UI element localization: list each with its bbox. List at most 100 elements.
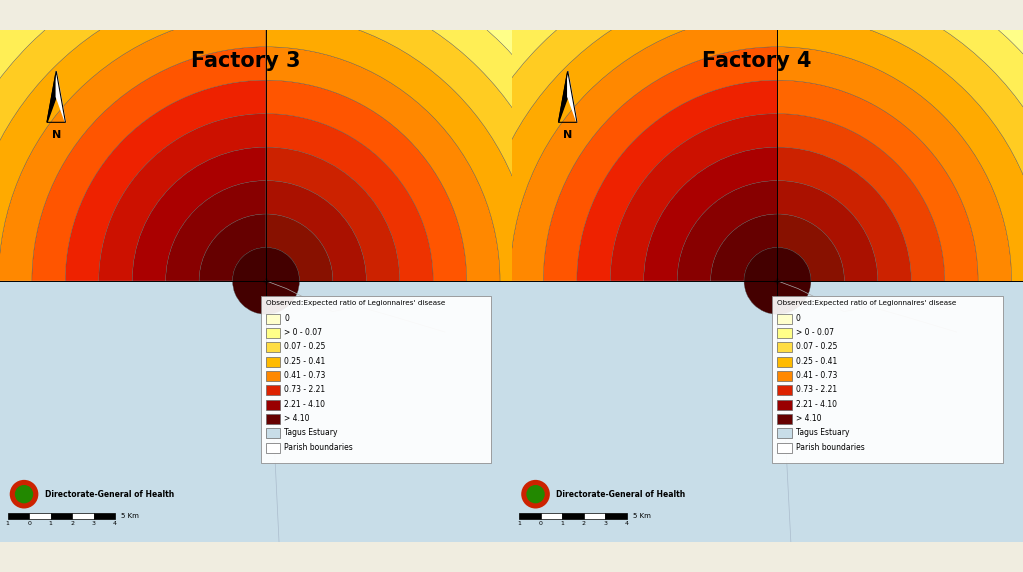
- Wedge shape: [777, 47, 1012, 515]
- Bar: [583, 513, 605, 519]
- Wedge shape: [677, 181, 777, 381]
- Polygon shape: [266, 281, 752, 572]
- Bar: [8, 513, 29, 519]
- Wedge shape: [266, 0, 634, 572]
- Wedge shape: [443, 0, 777, 572]
- Text: 0.41 - 0.73: 0.41 - 0.73: [284, 371, 325, 380]
- Text: 4: 4: [114, 521, 117, 526]
- Wedge shape: [777, 13, 1023, 549]
- Wedge shape: [266, 181, 366, 381]
- Polygon shape: [559, 71, 568, 122]
- Wedge shape: [0, 0, 266, 572]
- Text: 2.21 - 4.10: 2.21 - 4.10: [284, 400, 325, 408]
- Text: > 4.10: > 4.10: [796, 414, 821, 423]
- Bar: [777, 443, 792, 453]
- Bar: [266, 414, 280, 424]
- Bar: [606, 513, 626, 519]
- Wedge shape: [266, 13, 534, 549]
- Polygon shape: [568, 71, 577, 122]
- Bar: [266, 428, 280, 438]
- Polygon shape: [777, 281, 1023, 572]
- Wedge shape: [777, 0, 1023, 572]
- Text: 1: 1: [6, 521, 9, 526]
- Text: 4: 4: [625, 521, 628, 526]
- Text: Parish boundaries: Parish boundaries: [284, 443, 353, 452]
- Wedge shape: [0, 0, 266, 572]
- Wedge shape: [0, 13, 266, 549]
- Text: Directorate-General of Health: Directorate-General of Health: [45, 490, 174, 499]
- Bar: [772, 296, 1003, 463]
- Text: 0: 0: [284, 313, 290, 323]
- Text: > 4.10: > 4.10: [284, 414, 310, 423]
- Text: 5 Km: 5 Km: [632, 513, 651, 519]
- Text: 0.73 - 2.21: 0.73 - 2.21: [796, 386, 837, 394]
- Wedge shape: [266, 0, 567, 572]
- Wedge shape: [266, 80, 466, 482]
- Bar: [266, 443, 280, 453]
- Wedge shape: [343, 0, 777, 572]
- Text: 0.07 - 0.25: 0.07 - 0.25: [796, 343, 837, 351]
- Bar: [540, 513, 563, 519]
- Bar: [94, 513, 115, 519]
- Bar: [777, 414, 792, 424]
- Bar: [29, 513, 51, 519]
- Text: 0: 0: [539, 521, 542, 526]
- Bar: [261, 296, 491, 463]
- Bar: [266, 356, 280, 367]
- Text: 0.41 - 0.73: 0.41 - 0.73: [796, 371, 837, 380]
- Wedge shape: [543, 47, 777, 515]
- Bar: [266, 371, 280, 381]
- Bar: [777, 371, 792, 381]
- Wedge shape: [711, 214, 777, 348]
- Text: 2: 2: [71, 521, 74, 526]
- Text: 2: 2: [582, 521, 585, 526]
- Bar: [51, 513, 72, 519]
- Polygon shape: [56, 71, 65, 122]
- Text: 1: 1: [518, 521, 521, 526]
- Bar: [520, 513, 540, 519]
- Text: Directorate-General of Health: Directorate-General of Health: [557, 490, 685, 499]
- Polygon shape: [47, 71, 56, 122]
- Text: 0.07 - 0.25: 0.07 - 0.25: [284, 343, 325, 351]
- Text: Parish boundaries: Parish boundaries: [796, 443, 864, 452]
- Bar: [777, 356, 792, 367]
- Wedge shape: [777, 0, 1023, 572]
- Text: Observed:Expected ratio of Legionnaires' disease: Observed:Expected ratio of Legionnaires'…: [777, 300, 957, 307]
- Text: 5 Km: 5 Km: [122, 513, 139, 519]
- Wedge shape: [777, 147, 911, 415]
- Text: Tagus Estuary: Tagus Estuary: [796, 428, 849, 438]
- Bar: [777, 342, 792, 352]
- Text: 3: 3: [92, 521, 95, 526]
- Wedge shape: [266, 0, 667, 572]
- Wedge shape: [777, 0, 1023, 572]
- Text: Factory 3: Factory 3: [190, 51, 301, 71]
- Bar: [563, 513, 583, 519]
- Polygon shape: [0, 281, 537, 567]
- Wedge shape: [32, 47, 266, 515]
- Polygon shape: [486, 281, 1023, 567]
- Wedge shape: [777, 0, 1023, 572]
- Circle shape: [521, 480, 550, 509]
- Wedge shape: [266, 147, 400, 415]
- Circle shape: [9, 480, 39, 509]
- Wedge shape: [132, 147, 266, 415]
- Text: 0.25 - 0.41: 0.25 - 0.41: [284, 357, 325, 366]
- Wedge shape: [744, 248, 811, 315]
- Wedge shape: [777, 80, 978, 482]
- Wedge shape: [266, 248, 300, 315]
- Text: 3: 3: [604, 521, 607, 526]
- Bar: [266, 313, 280, 324]
- Wedge shape: [777, 181, 878, 381]
- Bar: [266, 342, 280, 352]
- Bar: [777, 428, 792, 438]
- Text: Factory 4: Factory 4: [702, 51, 812, 71]
- Wedge shape: [166, 181, 266, 381]
- Bar: [266, 400, 280, 410]
- Wedge shape: [0, 0, 266, 572]
- Wedge shape: [376, 0, 777, 572]
- Circle shape: [14, 485, 33, 503]
- Wedge shape: [777, 214, 844, 348]
- Text: 0.25 - 0.41: 0.25 - 0.41: [796, 357, 837, 366]
- Wedge shape: [232, 248, 266, 315]
- Text: 0: 0: [28, 521, 31, 526]
